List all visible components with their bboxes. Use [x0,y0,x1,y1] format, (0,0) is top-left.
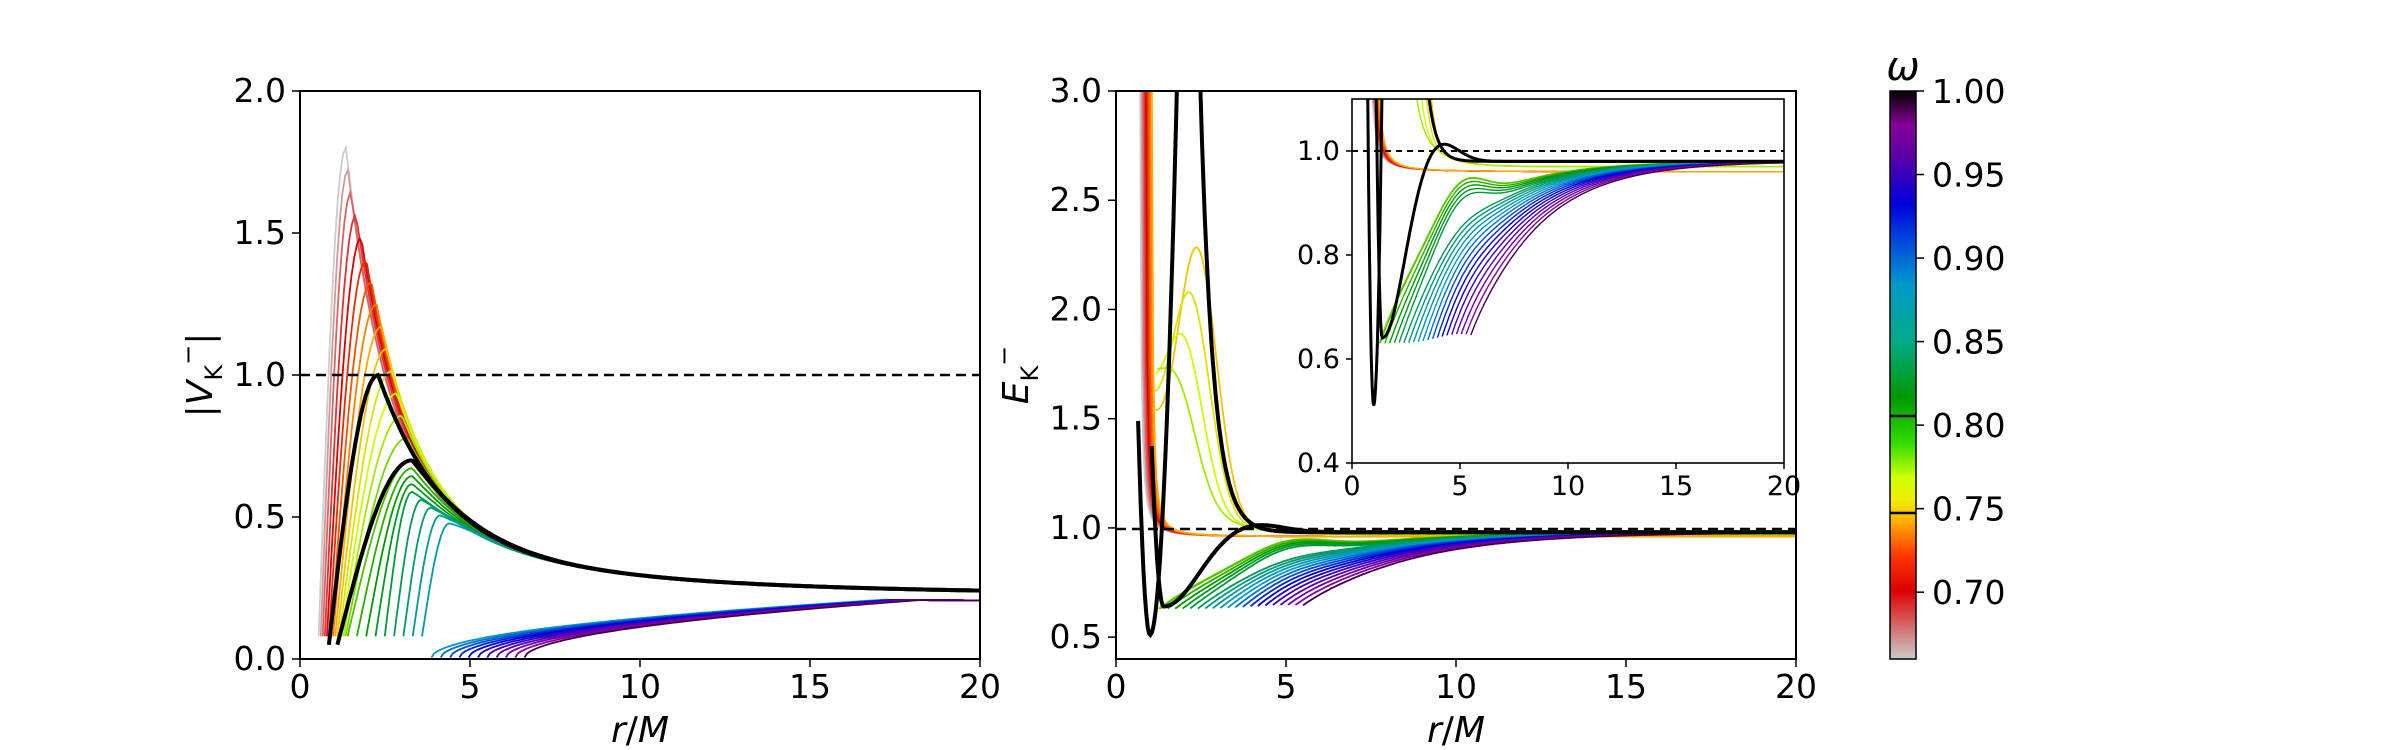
left-x-tick-label-3: 15 [789,667,831,706]
left-y-tick-label-3: 1.5 [234,213,286,252]
right-y-tick-label-3: 2.0 [1050,289,1102,328]
inset-y-tick-label-2: 0.8 [1297,240,1340,271]
inset-x-tick-label-3: 15 [1659,471,1693,502]
left-highlighted-curves [326,372,980,646]
inset-panel: 0 5 10 15 20 0.4 0.6 0.8 1.0 [1297,98,1801,517]
left-x-tick-label-1: 5 [460,667,481,706]
right-y-tick-label-5: 3.0 [1050,71,1102,110]
colorbar-tick-label-5: 0.95 [1932,156,2005,195]
left-series-line-23 [430,598,979,659]
inset-x-tick-label-4: 20 [1767,471,1801,502]
right-x-tick-label-4: 20 [1775,667,1817,706]
right-y-tick-label-2: 1.5 [1050,399,1102,438]
colorbar-title: ω [1886,44,1920,90]
inset-x-tick-label-0: 0 [1343,471,1360,502]
inset-highlighted-curves [1366,99,1784,406]
inset-background [1352,99,1784,463]
right-x-axis-label: r/M [1427,710,1485,750]
right-ticks: 0 5 10 15 20 0.5 1.0 1.5 2.0 2.5 3.0 [1050,71,1817,706]
left-y-tick-label-0: 0.0 [234,639,286,678]
left-y-tick-label-2: 1.0 [234,355,286,394]
inset-y-tick-label-0: 0.4 [1297,448,1340,479]
inset-x-tick-label-1: 5 [1451,471,1468,502]
left-x-tick-label-4: 20 [959,667,1001,706]
inset-xlabel-background [1540,505,1610,517]
left-series-line-2 [321,189,979,637]
left-series-line-0 [317,144,980,637]
left-panel: 0 5 10 15 20 0.0 0.5 1.0 1.5 2.0 r/M |VK−| [174,71,1001,750]
left-curves [317,144,980,659]
right-y-tick-label-4: 2.5 [1050,180,1102,219]
inset-y-tick-label-1: 0.6 [1297,344,1340,375]
right-x-tick-label-3: 15 [1605,667,1647,706]
left-y-tick-label-4: 2.0 [234,71,286,110]
inset-highlight-line-1 [1374,99,1784,340]
colorbar-tick-label-4: 0.90 [1932,239,2005,278]
left-x-axis-label: r/M [611,710,669,750]
left-series-line-1 [319,166,980,637]
right-y-tick-label-1: 1.0 [1050,508,1102,547]
right-x-tick-label-1: 5 [1276,667,1297,706]
right-panel: 0 5 10 15 20 0.5 1.0 1.5 2.0 2.5 3.0 r/M EK− 0 5 10 1… [990,71,1817,750]
left-series-line-15 [356,467,980,637]
colorbar-gradient [1889,90,1917,660]
colorbar: 0.70 0.75 0.80 0.85 0.90 0.95 1.00 ω [1886,44,2005,660]
inset-series-line-12 [1416,99,1784,168]
left-ticks: 0 5 10 15 20 0.0 0.5 1.0 1.5 2.0 [234,71,1001,706]
left-y-tick-label-1: 0.5 [234,497,286,536]
colorbar-tick-label-1: 0.75 [1932,490,2005,529]
colorbar-tick-label-3: 0.85 [1932,323,2005,362]
right-highlighted-curves [1136,91,1796,639]
left-y-axis-label: |VK−| [174,333,228,418]
right-y-tick-label-0: 0.5 [1050,617,1102,656]
left-series-line-5 [328,258,980,637]
left-x-tick-label-2: 10 [619,667,661,706]
right-highlight-line-1 [1149,445,1796,609]
right-x-tick-label-0: 0 [1106,667,1127,706]
inset-x-tick-label-2: 10 [1551,471,1585,502]
inset-ticks: 0 5 10 15 20 0.4 0.6 0.8 1.0 [1297,136,1801,502]
inset-series-line-33 [1470,162,1784,336]
left-series-line-16 [365,475,979,637]
colorbar-tick-label-2: 0.80 [1932,406,2005,445]
left-x-tick-label-0: 0 [290,667,311,706]
colorbar-tick-label-0: 0.70 [1932,573,2005,612]
left-series-line-24 [439,598,980,659]
left-series-line-33 [523,599,979,659]
colorbar-ticks: 0.70 0.75 0.80 0.85 0.90 0.95 1.00 [1916,72,2005,612]
left-series-line-17 [374,483,980,637]
left-series-line-25 [449,599,978,659]
colorbar-tick-label-6: 1.00 [1932,72,2005,111]
left-highlight-line-1 [335,458,980,646]
left-series-line-6 [330,281,979,637]
right-x-tick-label-2: 10 [1435,667,1477,706]
inset-y-tick-label-3: 1.0 [1297,136,1340,167]
right-y-axis-label: EK− [990,346,1044,405]
